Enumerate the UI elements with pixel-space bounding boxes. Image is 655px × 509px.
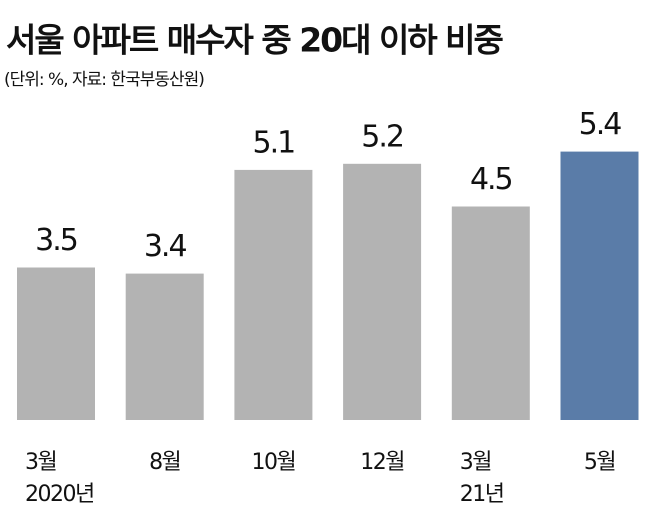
x-tick-label: 5월 [584,450,615,475]
value-label: 4.5 [470,162,512,197]
x-tick-label: 8월 [149,450,180,475]
year-label: 2020년 [25,482,94,507]
value-label: 3.5 [35,223,77,258]
year-label: 21년 [460,482,504,507]
value-label: 5.2 [361,119,403,154]
bar [560,151,639,420]
x-tick-label: 3월 [460,450,491,475]
bar [343,163,422,421]
value-label: 3.4 [144,229,187,264]
x-tick-label: 12월 [360,450,404,475]
x-tick-label: 10월 [252,450,296,475]
bar [451,206,530,420]
value-label: 5.4 [579,107,622,142]
bar [17,267,95,420]
bar [234,169,313,420]
value-label: 5.1 [253,125,295,160]
chart-subtitle: (단위: %, 자료: 한국부동산원) [4,70,204,90]
chart-title: 서울 아파트 매수자 중 20대 이하 비중 [6,21,504,60]
bar [125,273,204,420]
x-tick-label: 3월 [25,450,56,475]
